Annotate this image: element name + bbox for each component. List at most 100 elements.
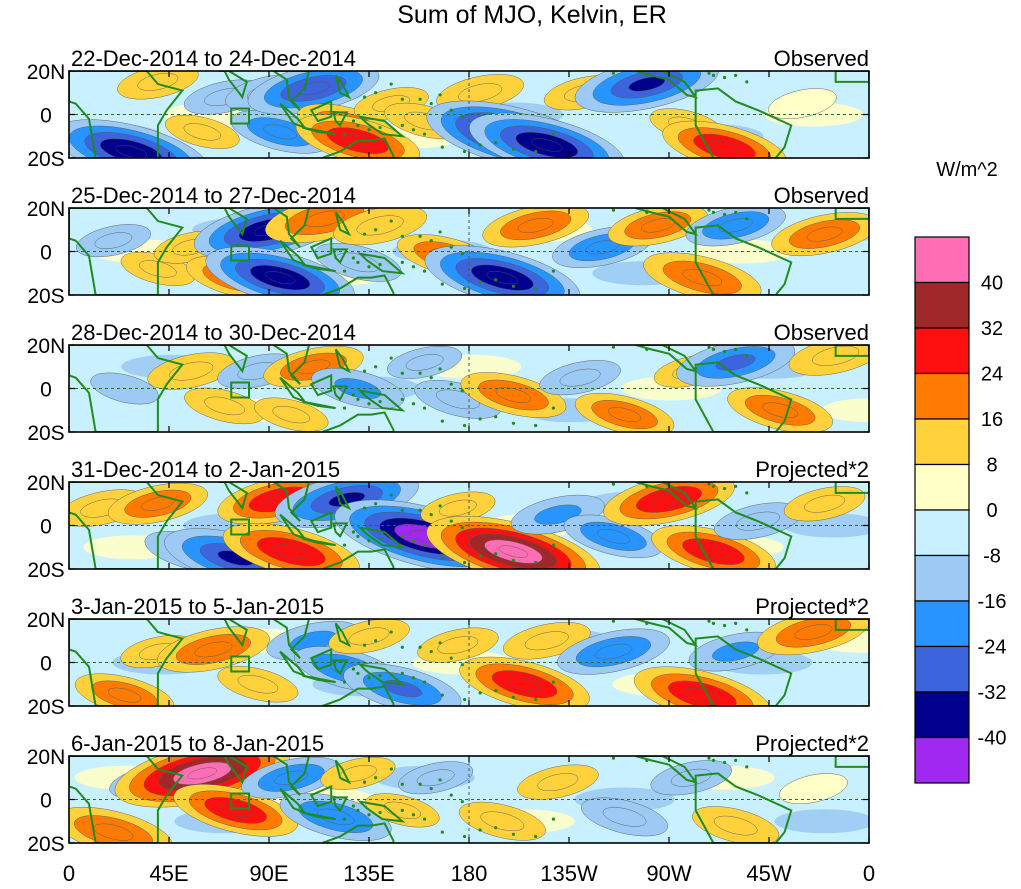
panel-date-label: 28-Dec-2014 to 30-Dec-2014 [71,320,356,345]
island [422,269,427,273]
island [460,663,464,667]
island [438,504,442,508]
island [579,296,582,299]
island [745,628,749,632]
panel-date-label: 3-Jan-2015 to 5-Jan-2015 [71,594,324,619]
island [411,265,416,269]
island [342,132,347,136]
panel-date-label: 25-Dec-2014 to 27-Dec-2014 [71,183,356,208]
island [460,526,464,530]
island [356,397,360,401]
island [362,369,367,373]
coastline [332,796,349,813]
coastline [694,87,793,158]
positive-anomaly [426,516,601,569]
contour-level [94,232,133,249]
coastline [834,482,869,494]
island [534,286,538,291]
field-streak [774,809,869,834]
positive-anomaly [757,619,869,656]
contour-level [272,405,310,424]
island [367,265,371,269]
island [440,830,444,834]
panel-date-label: 6-Jan-2015 to 8-Jan-2015 [71,731,324,756]
contour-level [531,138,563,152]
reference-box [230,244,251,262]
island [611,482,616,486]
positive-anomaly [173,784,298,837]
island [374,91,378,95]
island [511,832,516,836]
island [511,147,516,151]
coastline [309,236,333,260]
colorbar-swatch [914,645,970,693]
positive-anomaly [767,88,837,119]
island [418,97,422,101]
island [534,834,538,839]
contour-level [715,354,756,371]
island [389,356,393,360]
contour-level [405,354,444,371]
panel-kind-label: Projected*2 [755,457,869,482]
island [356,123,360,127]
contour-level [204,396,245,416]
y-tick-label: 20N [27,198,66,221]
negative-anomaly [539,360,621,396]
coastline [271,756,311,796]
island [611,756,616,760]
coastline [332,659,349,676]
island [734,758,738,762]
island [745,354,749,358]
contour-level [524,631,569,651]
coastline [635,345,699,373]
coastline [357,389,406,412]
contour-level [762,402,798,418]
coastline [218,619,248,648]
coastline [69,756,185,843]
reference-box [230,792,251,810]
island [745,765,749,769]
island [462,423,467,428]
island [511,284,516,288]
coastline [357,663,406,686]
island [400,123,404,127]
contour-level [263,124,297,140]
island [429,376,433,380]
island [400,782,404,786]
colorbar-level-label: -24 [978,637,1007,659]
island [400,97,404,101]
negative-anomaly [279,792,392,841]
y-tick-label: 20S [27,833,64,856]
panel-date-label: 31-Dec-2014 to 2-Jan-2015 [71,457,340,482]
island [400,371,404,375]
island [356,671,360,675]
island [374,639,378,643]
coastline [635,71,699,99]
positive-anomaly [607,208,708,247]
island [449,245,453,249]
coastline [334,348,352,374]
coastline [357,252,406,275]
island [460,389,464,393]
coastline [332,111,349,128]
island [722,486,727,491]
coastline [334,485,352,511]
contour-level [806,226,843,242]
island [579,433,582,436]
island [551,406,556,410]
coastline [309,510,333,534]
panel-4: 20N 0 20S 31-Dec-2014 to 2-Jan-2015 Projecte… [27,457,870,582]
positive-anomaly [482,208,589,248]
island [400,645,404,649]
island [645,484,649,488]
island [734,210,738,214]
panel-3: 20N 0 20S 28-Dec-2014 to 30-Dec-2014 Observe… [27,320,870,445]
island [551,680,556,684]
colorbar-swatch [914,418,970,466]
island [418,234,422,238]
island [711,484,716,488]
coastline [309,647,333,671]
y-tick-label: 20N [27,335,66,358]
contour-level [559,368,601,387]
island [378,399,382,404]
